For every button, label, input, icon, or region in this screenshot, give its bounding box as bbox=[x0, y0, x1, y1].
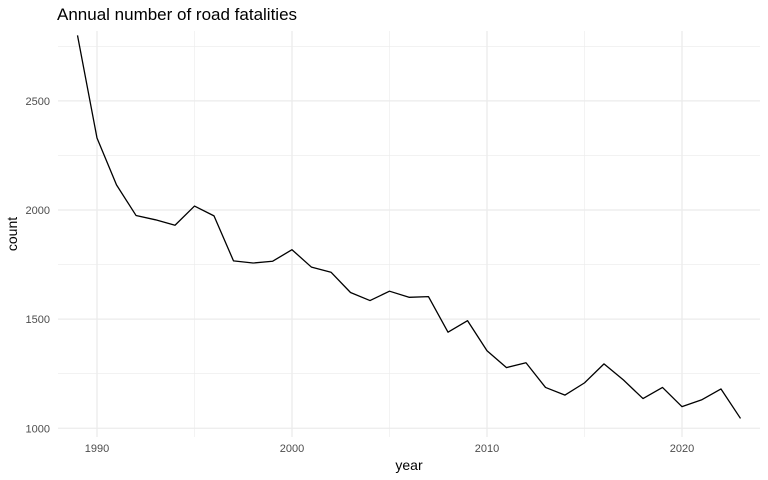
y-tick-label: 1500 bbox=[26, 314, 50, 326]
x-tick-label: 1990 bbox=[85, 443, 109, 455]
x-axis-label: year bbox=[395, 457, 423, 473]
y-tick-label: 1000 bbox=[26, 423, 50, 435]
chart-title: Annual number of road fatalities bbox=[57, 5, 297, 24]
minor-gridlines bbox=[58, 31, 760, 437]
series-line bbox=[76, 35, 742, 419]
y-tick-labels: 1000 1500 2000 2500 bbox=[26, 96, 50, 435]
x-tick-label: 2010 bbox=[475, 443, 499, 455]
x-tick-label: 2020 bbox=[670, 443, 694, 455]
y-tick-label: 2500 bbox=[26, 96, 50, 108]
y-axis-label: count bbox=[4, 217, 20, 251]
y-tick-label: 2000 bbox=[26, 205, 50, 217]
x-tick-labels: 1990 2000 2010 2020 bbox=[85, 443, 694, 455]
series-layer bbox=[76, 35, 742, 419]
x-tick-label: 2000 bbox=[280, 443, 304, 455]
major-gridlines bbox=[58, 31, 760, 437]
